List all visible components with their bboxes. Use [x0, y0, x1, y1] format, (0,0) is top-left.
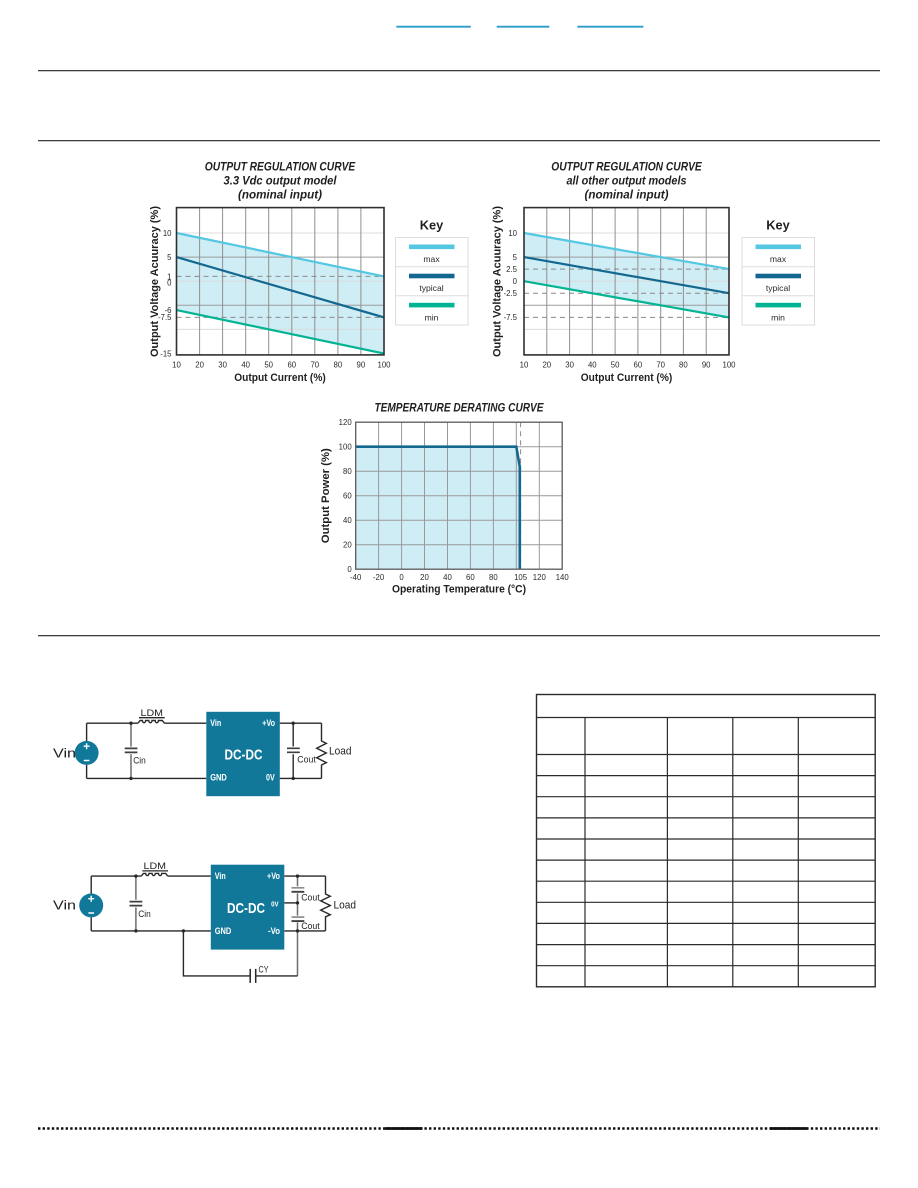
svg-text:TEMPERATURE DERATING CURVE: TEMPERATURE DERATING CURVE	[375, 402, 545, 415]
svg-text:Cout: Cout	[301, 893, 320, 904]
svg-text:-2.5: -2.5	[504, 289, 518, 298]
svg-text:+Vo: +Vo	[267, 871, 280, 881]
svg-text:105: 105	[514, 573, 528, 582]
svg-text:10: 10	[163, 229, 172, 238]
svg-text:5: 5	[167, 253, 172, 262]
svg-text:0V: 0V	[271, 899, 279, 908]
svg-text:40: 40	[343, 516, 352, 525]
svg-text:Load: Load	[334, 900, 357, 912]
svg-text:Load: Load	[329, 746, 352, 758]
svg-text:Key: Key	[766, 218, 790, 233]
svg-text:all other output models: all other output models	[567, 175, 687, 188]
svg-text:0: 0	[513, 277, 518, 286]
svg-text:Output Power (%): Output Power (%)	[320, 448, 332, 543]
svg-text:-Vo: -Vo	[268, 926, 280, 936]
svg-text:120: 120	[339, 418, 353, 427]
svg-text:70: 70	[656, 361, 665, 370]
svg-text:60: 60	[466, 573, 475, 582]
svg-text:Cin: Cin	[133, 756, 146, 767]
svg-text:50: 50	[264, 361, 273, 370]
svg-text:+Vo: +Vo	[262, 718, 275, 728]
svg-text:min: min	[425, 312, 439, 322]
svg-text:-20: -20	[373, 573, 385, 582]
svg-text:CY: CY	[259, 964, 269, 975]
svg-text:GND: GND	[215, 926, 232, 936]
svg-text:10: 10	[172, 361, 181, 370]
svg-text:OUTPUT REGULATION CURVE: OUTPUT REGULATION CURVE	[205, 161, 357, 174]
svg-text:LDM: LDM	[144, 861, 167, 871]
svg-text:10: 10	[520, 361, 529, 370]
svg-text:Output Voltage Acuuracy (%): Output Voltage Acuuracy (%)	[492, 206, 504, 357]
svg-text:(nominal input): (nominal input)	[238, 189, 322, 202]
svg-text:max: max	[770, 254, 787, 264]
svg-text:Cout: Cout	[297, 754, 316, 765]
svg-text:20: 20	[343, 541, 352, 550]
svg-text:Output Current (%): Output Current (%)	[581, 372, 673, 384]
svg-text:60: 60	[634, 361, 643, 370]
svg-text:0: 0	[167, 278, 172, 287]
svg-text:80: 80	[679, 361, 688, 370]
svg-text:-7.5: -7.5	[504, 313, 518, 322]
svg-text:140: 140	[556, 573, 570, 582]
svg-text:120: 120	[533, 573, 547, 582]
svg-text:max: max	[423, 254, 440, 264]
svg-text:-7.5: -7.5	[158, 313, 172, 322]
svg-text:20: 20	[542, 361, 551, 370]
svg-text:90: 90	[357, 361, 366, 370]
svg-text:60: 60	[343, 492, 352, 501]
svg-text:GND: GND	[210, 772, 227, 782]
svg-text:Vin: Vin	[53, 899, 76, 913]
svg-text:80: 80	[489, 573, 498, 582]
svg-text:typical: typical	[419, 283, 443, 293]
svg-text:DC-DC: DC-DC	[225, 748, 263, 764]
svg-text:40: 40	[241, 361, 250, 370]
svg-text:100: 100	[339, 443, 353, 452]
svg-text:-40: -40	[350, 573, 362, 582]
svg-text:Operating Temperature (°C): Operating Temperature (°C)	[392, 584, 526, 596]
svg-text:70: 70	[310, 361, 319, 370]
svg-text:Vin: Vin	[53, 746, 76, 760]
svg-text:1: 1	[167, 272, 171, 281]
svg-text:Output Voltage Acuuracy (%): Output Voltage Acuuracy (%)	[149, 206, 161, 357]
svg-text:Vin: Vin	[210, 718, 221, 728]
svg-text:Cout: Cout	[301, 921, 320, 932]
svg-text:LDM: LDM	[141, 708, 164, 718]
svg-text:0: 0	[399, 573, 404, 582]
svg-text:80: 80	[343, 467, 352, 476]
svg-text:0: 0	[347, 565, 352, 574]
svg-text:10: 10	[508, 229, 517, 238]
svg-text:50: 50	[611, 361, 620, 370]
svg-text:90: 90	[702, 361, 711, 370]
svg-text:20: 20	[195, 361, 204, 370]
svg-text:OUTPUT REGULATION CURVE: OUTPUT REGULATION CURVE	[551, 161, 703, 174]
svg-text:Key: Key	[420, 218, 444, 233]
svg-text:typical: typical	[766, 283, 790, 293]
svg-text:80: 80	[334, 361, 343, 370]
svg-text:Vin: Vin	[215, 871, 226, 881]
svg-text:100: 100	[722, 361, 736, 370]
svg-text:40: 40	[443, 573, 452, 582]
svg-text:5: 5	[513, 253, 518, 262]
svg-text:20: 20	[420, 573, 429, 582]
svg-text:0V: 0V	[266, 772, 275, 782]
svg-text:2.5: 2.5	[506, 265, 518, 274]
svg-text:-15: -15	[160, 349, 172, 358]
svg-text:Output Current (%): Output Current (%)	[234, 372, 326, 384]
svg-text:min: min	[771, 312, 785, 322]
svg-text:60: 60	[287, 361, 296, 370]
svg-text:40: 40	[588, 361, 597, 370]
svg-text:Cin: Cin	[138, 909, 151, 920]
svg-text:-6: -6	[165, 306, 172, 315]
svg-text:3.3 Vdc output model: 3.3 Vdc output model	[224, 175, 338, 188]
svg-text:30: 30	[218, 361, 227, 370]
svg-text:100: 100	[377, 361, 391, 370]
svg-text:(nominal input): (nominal input)	[585, 189, 669, 202]
svg-text:30: 30	[565, 361, 574, 370]
svg-text:DC-DC: DC-DC	[227, 901, 265, 917]
